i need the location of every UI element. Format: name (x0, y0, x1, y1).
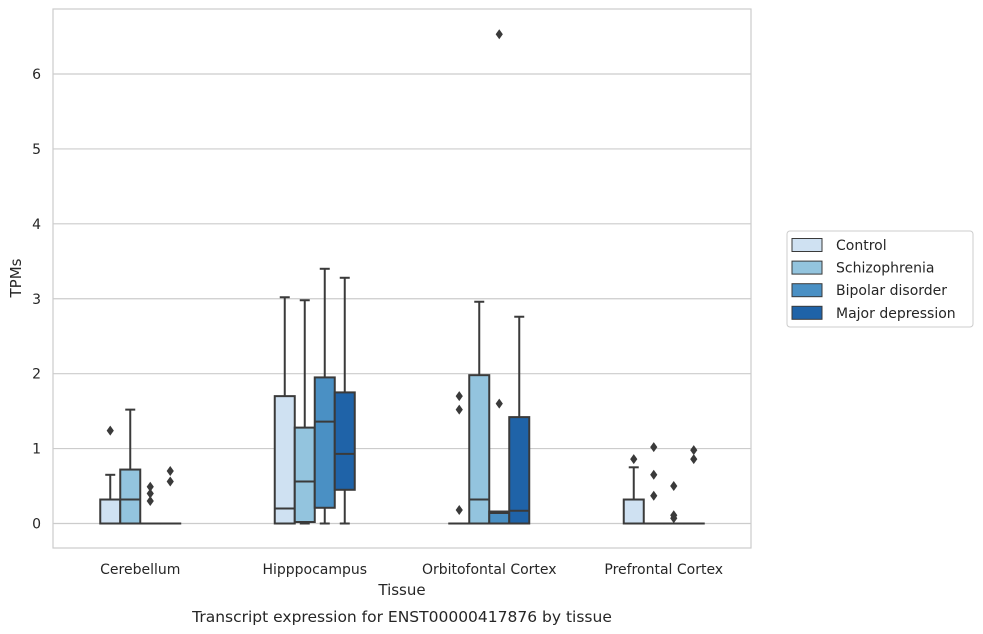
box (622, 498, 645, 525)
outlier-marker (146, 488, 154, 499)
outlier-marker (455, 505, 463, 516)
x-axis-label: Tissue (377, 581, 425, 599)
y-axis-ticks: 0 1 2 3 4 5 6 (32, 67, 41, 533)
y-tick-label: 3 (32, 292, 41, 308)
legend-swatch (791, 283, 823, 298)
y-tick-label: 1 (32, 442, 41, 458)
y-tick-label: 0 (32, 517, 41, 533)
outlier-marker (166, 476, 174, 487)
plot-frame (52, 8, 752, 549)
outlier-marker (166, 466, 174, 477)
legend: Control Schizophrenia Bipolar disorder Majo… (786, 230, 974, 328)
legend-frame (786, 230, 974, 328)
y-tick-label: 2 (32, 367, 41, 383)
outlier-marker (650, 469, 658, 480)
outlier-marker (455, 404, 463, 415)
box (99, 498, 122, 525)
outlier-marker (630, 454, 638, 465)
outlier-marker (650, 490, 658, 501)
x-tick-label: Prefrontal Cortex (604, 562, 723, 578)
outlier-marker (495, 398, 503, 409)
box (293, 426, 316, 524)
box (333, 391, 356, 491)
box (468, 374, 491, 525)
outlier-marker (495, 29, 503, 40)
legend-label: Control (836, 238, 887, 254)
outlier-marker (455, 391, 463, 402)
box (119, 468, 142, 525)
box (508, 416, 531, 525)
chart-caption: Transcript expression for ENST0000041787… (191, 608, 612, 626)
box (273, 395, 296, 525)
outlier-marker (670, 513, 678, 524)
outlier-marker (690, 454, 698, 465)
legend-swatch (791, 260, 823, 275)
y-axis-label: TPMs (7, 258, 25, 298)
outlier-marker (690, 445, 698, 456)
box (313, 376, 336, 509)
legend-label: Major depression (836, 306, 956, 322)
legend-label: Schizophrenia (836, 261, 934, 277)
outlier-marker (106, 425, 114, 436)
x-axis-ticks: Cerebellum Hipppocampus Orbitofontal Corte… (100, 562, 723, 578)
y-tick-label: 5 (32, 142, 41, 158)
legend-swatch (791, 238, 823, 252)
y-tick-label: 4 (32, 217, 41, 233)
outlier-marker (146, 481, 154, 492)
x-tick-label: Orbitofontal Cortex (422, 562, 557, 578)
outlier-marker (670, 481, 678, 492)
outlier-marker (146, 496, 154, 507)
gridlines (53, 73, 751, 525)
legend-label: Bipolar disorder (836, 283, 947, 299)
x-tick-label: Cerebellum (100, 562, 180, 578)
outlier-marker (650, 442, 658, 453)
legend-swatch (791, 305, 823, 320)
boxplots (99, 29, 705, 525)
x-tick-label: Hipppocampus (262, 562, 367, 578)
y-tick-label: 6 (32, 67, 41, 83)
